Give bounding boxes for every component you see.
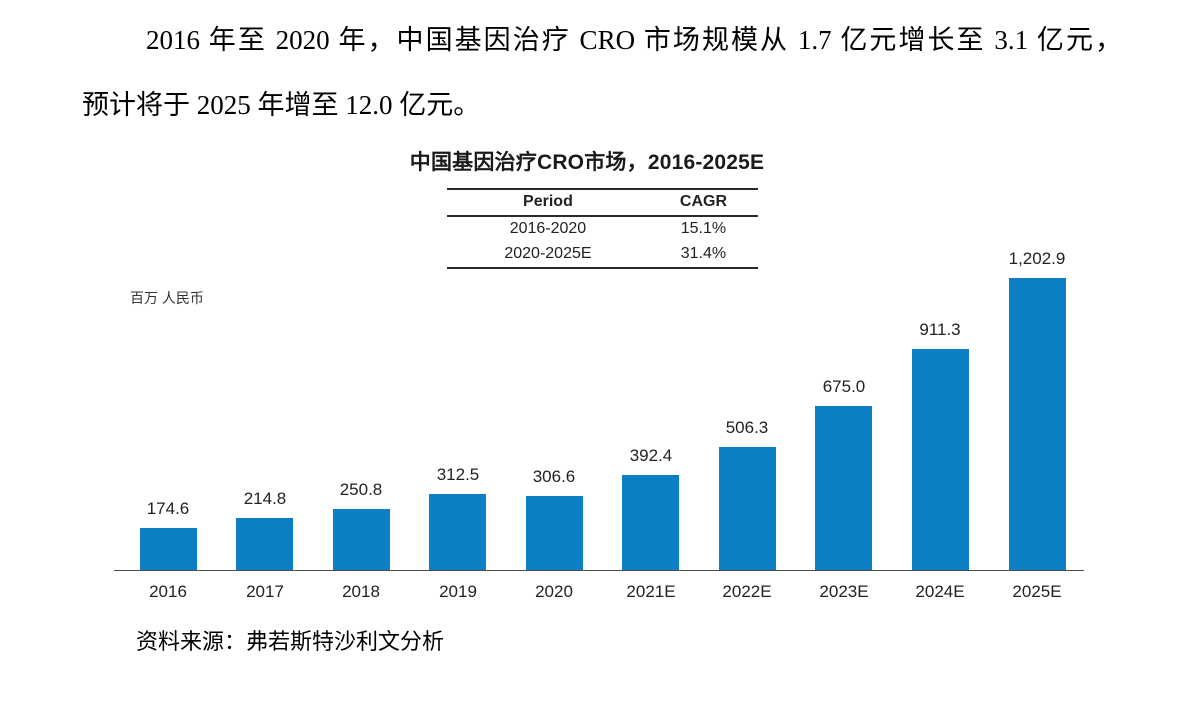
cagr-table-header-cagr: CAGR [648,188,758,217]
bar [1009,278,1066,570]
bar [140,528,197,570]
bar-value-label: 675.0 [822,377,866,396]
bar-value-label: 392.4 [629,446,673,465]
x-axis-label: 2017 [246,582,284,601]
cagr-table-header-period: Period [447,188,649,217]
cagr-period-cell: 2016-2020 [509,220,587,237]
bar-value-label: 911.3 [919,320,961,339]
bar [912,349,969,570]
chart-title: 中国基因治疗CRO市场，2016-2025E [409,151,765,174]
x-axis-label: 2019 [439,582,477,601]
cagr-value-cell: 31.4% [648,242,758,269]
bar [815,406,872,570]
bar-value-label: 250.8 [339,480,383,499]
cagr-table-header-row: Period CAGR [447,188,758,217]
x-axis-label: 2023E [819,582,869,601]
x-axis-label: 2024E [915,582,965,601]
x-axis-label: 2022E [722,582,772,601]
bar [236,518,293,570]
bar-value-label: 306.6 [532,467,576,486]
table-row: 2020-2025E 31.4% [447,242,758,269]
x-axis-label: 2025E [1012,582,1062,601]
bar [622,475,679,570]
x-axis-label: 2021E [626,582,676,601]
bar-value-label: 1,202.9 [1008,249,1066,268]
bar-value-label: 174.6 [146,499,190,518]
cagr-table: Period CAGR 2016-2020 15.1% 2020-2025E 3… [447,188,758,269]
bar [526,496,583,570]
x-axis-line [114,570,1084,571]
table-row: 2016-2020 15.1% [447,216,758,242]
cagr-period-cell: 2020-2025E [447,242,649,269]
x-axis-label: 2020 [535,582,573,601]
body-text-line-1: 2016 年至 2020 年，中国基因治疗 CRO 市场规模从 1.7 亿元增长… [146,25,1122,55]
bar [719,447,776,570]
x-axis-label: 2018 [342,582,380,601]
cagr-value-cell: 15.1% [680,220,727,237]
bar-value-label: 214.8 [243,489,287,508]
body-text-line-2: 预计将于 2025 年增至 12.0 亿元。 [82,90,481,120]
bar-value-label: 312.5 [436,465,480,484]
source-attribution: 资料来源：弗若斯特沙利文分析 [136,629,445,654]
bar [333,509,390,570]
x-axis-label: 2016 [149,582,187,601]
bar [429,494,486,570]
y-axis-unit-label: 百万 人民币 [130,290,204,306]
bar-value-label: 506.3 [725,418,769,437]
